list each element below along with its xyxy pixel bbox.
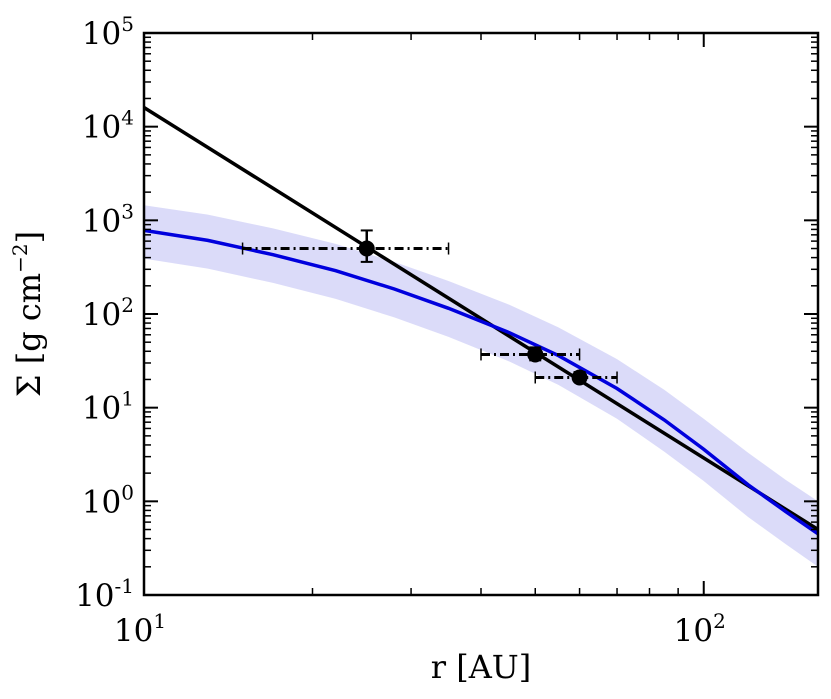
y-tick-label-base: 10 xyxy=(82,484,121,520)
y-tick-label: 104 xyxy=(82,106,134,146)
y-tick-label-exp: 0 xyxy=(121,480,134,504)
x-tick-label-exp: 2 xyxy=(713,609,726,633)
y-tick-label-exp: 3 xyxy=(121,199,134,223)
x-tick-label: 101 xyxy=(114,609,166,649)
y-tick-label-exp: 4 xyxy=(121,106,134,130)
y-tick-label: 103 xyxy=(82,199,134,239)
y-tick-label-exp: 1 xyxy=(121,387,134,411)
tapered-model-line xyxy=(144,228,818,536)
y-tick-label-exp: 2 xyxy=(121,293,134,317)
x-tick-label-base: 10 xyxy=(114,613,153,649)
y-tick-label-base: 10 xyxy=(82,16,121,52)
y-axis-label-exp: −2 xyxy=(8,243,32,272)
x-tick-label-exp: 1 xyxy=(153,609,166,633)
y-tick-label: 101 xyxy=(82,387,134,427)
data-point xyxy=(527,346,544,363)
y-tick-label-exp: 5 xyxy=(121,12,134,36)
data-point-layer xyxy=(241,229,618,386)
power-law-line xyxy=(144,106,818,531)
x-axis-label: r [AU] xyxy=(431,648,532,686)
data-point xyxy=(571,369,588,386)
uncertainty-band-layer xyxy=(144,205,818,567)
y-tick-label-exp: -1 xyxy=(115,574,134,598)
x-tick-label: 102 xyxy=(674,609,726,649)
plot-frame xyxy=(142,31,820,597)
y-tick-label-base: 10 xyxy=(82,297,121,333)
y-tick-label: 100 xyxy=(82,480,134,520)
y-tick-label-base: 10 xyxy=(82,391,121,427)
x-tick-label-base: 10 xyxy=(674,613,713,649)
y-axis-label-base: Σ [g cm xyxy=(10,273,48,397)
y-tick-label: 102 xyxy=(82,293,134,333)
y-tick-label-base: 10 xyxy=(75,578,114,614)
y-tick-label-base: 10 xyxy=(82,110,121,146)
y-axis-label-close: ] xyxy=(10,231,48,243)
uncertainty-band xyxy=(144,205,818,567)
series-line-layer xyxy=(144,106,818,536)
y-tick-label-base: 10 xyxy=(82,203,121,239)
y-axis-label: Σ [g cm−2] xyxy=(8,231,48,397)
data-point xyxy=(358,240,375,257)
y-tick-label: 10-1 xyxy=(75,574,134,614)
y-tick-label: 105 xyxy=(82,12,134,52)
